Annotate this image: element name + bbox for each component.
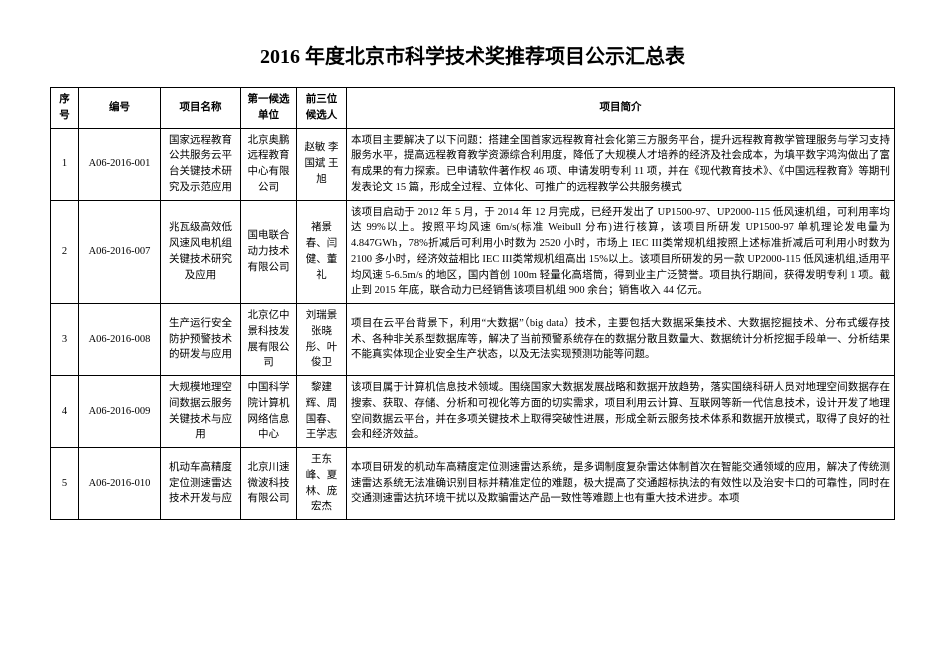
col-num: 编号 bbox=[79, 88, 161, 129]
cell-name: 生产运行安全防护预警技术的研发与应用 bbox=[161, 304, 241, 376]
cell-ppl: 刘瑞景 张晓彤、叶俊卫 bbox=[297, 304, 347, 376]
cell-num: A06-2016-009 bbox=[79, 376, 161, 448]
cell-seq: 1 bbox=[51, 128, 79, 200]
cell-org: 北京亿中景科技发展有限公司 bbox=[241, 304, 297, 376]
cell-seq: 5 bbox=[51, 448, 79, 520]
cell-name: 机动车高精度定位测速雷达技术开发与应 bbox=[161, 448, 241, 520]
col-name: 项目名称 bbox=[161, 88, 241, 129]
col-desc: 项目简介 bbox=[347, 88, 895, 129]
cell-desc: 该项目属于计算机信息技术领域。围绕国家大数据发展战略和数据开放趋势，落实国绕科研… bbox=[347, 376, 895, 448]
projects-table: 序号 编号 项目名称 第一候选单位 前三位候选人 项目简介 1 A06-2016… bbox=[50, 87, 895, 520]
cell-name: 国家远程教育公共服务云平台关键技术研究及示范应用 bbox=[161, 128, 241, 200]
col-ppl: 前三位候选人 bbox=[297, 88, 347, 129]
table-row: 4 A06-2016-009 大规模地理空间数据云服务关键技术与应用 中国科学院… bbox=[51, 376, 895, 448]
cell-name: 大规模地理空间数据云服务关键技术与应用 bbox=[161, 376, 241, 448]
table-row: 1 A06-2016-001 国家远程教育公共服务云平台关键技术研究及示范应用 … bbox=[51, 128, 895, 200]
cell-ppl: 王东峰、夏林、庞宏杰 bbox=[297, 448, 347, 520]
cell-desc: 项目在云平台背景下，利用“大数据”（big data）技术，主要包括大数据采集技… bbox=[347, 304, 895, 376]
cell-num: A06-2016-001 bbox=[79, 128, 161, 200]
cell-seq: 4 bbox=[51, 376, 79, 448]
col-seq: 序号 bbox=[51, 88, 79, 129]
cell-num: A06-2016-008 bbox=[79, 304, 161, 376]
cell-ppl: 褚景春、闫健、董礼 bbox=[297, 200, 347, 304]
cell-num: A06-2016-010 bbox=[79, 448, 161, 520]
cell-desc: 本项目主要解决了以下问题：搭建全国首家远程教育社会化第三方服务平台，提升远程教育… bbox=[347, 128, 895, 200]
cell-seq: 3 bbox=[51, 304, 79, 376]
table-row: 3 A06-2016-008 生产运行安全防护预警技术的研发与应用 北京亿中景科… bbox=[51, 304, 895, 376]
cell-seq: 2 bbox=[51, 200, 79, 304]
page-title: 2016 年度北京市科学技术奖推荐项目公示汇总表 bbox=[50, 40, 895, 69]
cell-org: 中国科学院计算机网络信息中心 bbox=[241, 376, 297, 448]
cell-org: 国电联合动力技术有限公司 bbox=[241, 200, 297, 304]
cell-desc: 本项目研发的机动车高精度定位测速雷达系统，是多调制度复杂雷达体制首次在智能交通领… bbox=[347, 448, 895, 520]
cell-num: A06-2016-007 bbox=[79, 200, 161, 304]
cell-org: 北京奥鹏远程教育中心有限公司 bbox=[241, 128, 297, 200]
cell-ppl: 赵敏 李国斌 王旭 bbox=[297, 128, 347, 200]
col-org: 第一候选单位 bbox=[241, 88, 297, 129]
table-row: 5 A06-2016-010 机动车高精度定位测速雷达技术开发与应 北京川速微波… bbox=[51, 448, 895, 520]
cell-desc: 该项目启动于 2012 年 5 月，于 2014 年 12 月完成，已经开发出了… bbox=[347, 200, 895, 304]
table-header-row: 序号 编号 项目名称 第一候选单位 前三位候选人 项目简介 bbox=[51, 88, 895, 129]
cell-name: 兆瓦级高效低风速风电机组关键技术研究及应用 bbox=[161, 200, 241, 304]
table-row: 2 A06-2016-007 兆瓦级高效低风速风电机组关键技术研究及应用 国电联… bbox=[51, 200, 895, 304]
cell-org: 北京川速微波科技有限公司 bbox=[241, 448, 297, 520]
cell-ppl: 黎建辉、周国春、王学志 bbox=[297, 376, 347, 448]
